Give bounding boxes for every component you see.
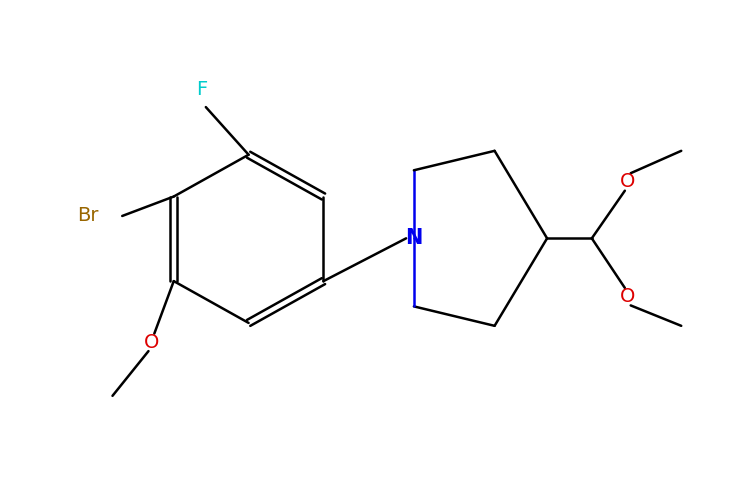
Text: O: O	[144, 333, 159, 352]
Text: N: N	[405, 228, 422, 248]
Text: O: O	[620, 172, 635, 192]
Text: O: O	[620, 287, 635, 306]
Text: F: F	[196, 80, 208, 99]
Text: Br: Br	[77, 206, 99, 226]
